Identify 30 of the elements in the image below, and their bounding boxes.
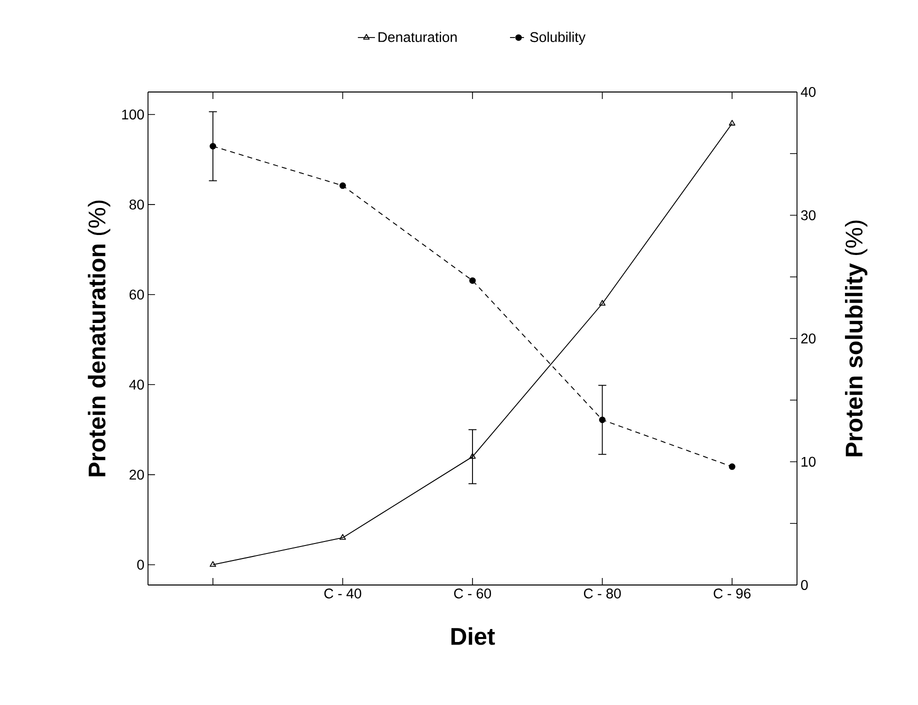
legend-label: Denaturation [378,32,457,42]
point [599,416,606,424]
y-axis-title: Protein denaturation (%) [88,200,110,476]
x-tick-label: C - 60 [454,588,492,598]
legend-label: Solubility [530,32,586,45]
point [339,534,346,540]
y-tick-label: 80 [130,200,144,210]
y2-tick-label: 0 [801,580,808,590]
y-tick-label: 40 [129,380,144,390]
point [469,277,476,284]
x-tick-label: C - 96 [714,588,751,598]
y2-axis-title: Protein solubility (%) [844,220,868,456]
x-tick-label: C - 40 [324,588,362,598]
y2-tick-label: 20 [801,334,816,344]
point [599,300,606,306]
y2-tick-label: 10 [802,456,816,467]
y-tick-label: 20 [130,470,144,480]
y2-tick-label: 40 [800,87,816,97]
point [469,453,476,459]
point [728,463,736,470]
y-tick-label: 60 [130,290,144,300]
point [210,561,216,567]
y-tick-label: 100 [122,110,144,120]
point [728,120,736,126]
point [339,182,346,189]
x-tick-label: C - 80 [584,588,621,598]
x-axis-title: Diet [451,627,495,645]
y-tick-label: 0 [137,560,144,570]
point [210,142,216,150]
y2-tick-label: 30 [801,210,816,220]
